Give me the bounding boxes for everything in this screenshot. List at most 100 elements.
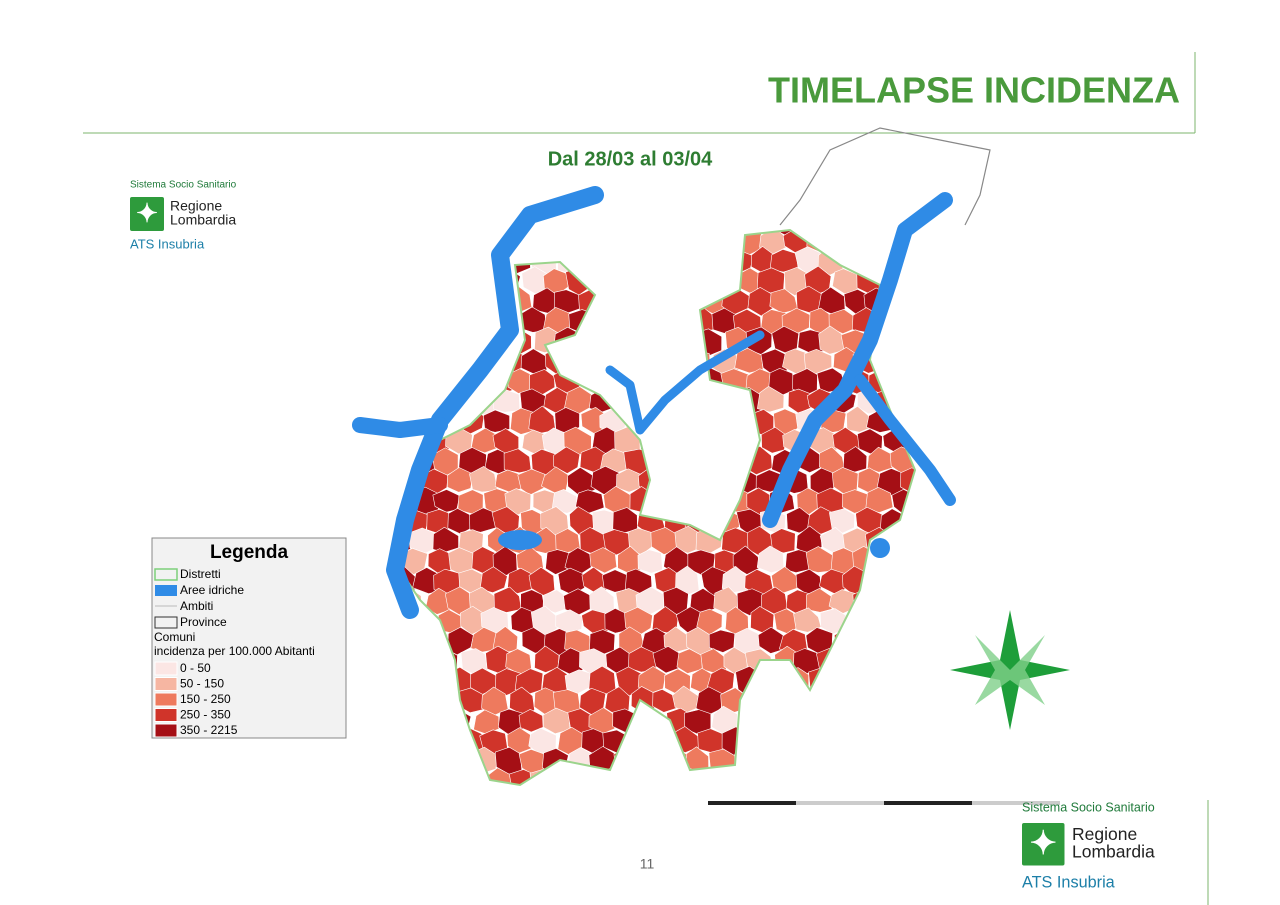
- legend-text: 0 - 50: [180, 661, 211, 675]
- municipality: [483, 409, 510, 433]
- municipality: [817, 686, 844, 715]
- municipality: [697, 768, 726, 785]
- municipality: [356, 467, 382, 493]
- municipality: [617, 346, 645, 377]
- municipality: [902, 386, 915, 415]
- logo-icon-mark: ✦: [136, 198, 158, 228]
- municipality: [902, 667, 915, 695]
- municipality: [577, 230, 606, 236]
- scale-bar: [708, 801, 1060, 805]
- municipality: [604, 328, 631, 356]
- municipality: [841, 768, 870, 785]
- municipality: [714, 387, 741, 416]
- municipality: [354, 347, 378, 376]
- municipality: [400, 629, 427, 654]
- municipality: [338, 250, 365, 273]
- municipality: [662, 427, 692, 456]
- municipality: [553, 767, 581, 785]
- municipality: [469, 466, 499, 493]
- municipality: [420, 746, 450, 776]
- municipality: [433, 329, 463, 353]
- municipality: [734, 746, 763, 774]
- municipality: [900, 708, 915, 735]
- municipality: [867, 606, 897, 633]
- municipality: [363, 769, 390, 793]
- municipality: [869, 230, 896, 235]
- logo-icon: [130, 197, 164, 231]
- municipality: [420, 669, 448, 694]
- municipality: [649, 447, 679, 473]
- municipality: [902, 589, 915, 616]
- municipality: [857, 626, 885, 655]
- municipality: [641, 266, 668, 294]
- municipality: [653, 766, 681, 785]
- municipality: [653, 326, 681, 355]
- municipality: [832, 749, 859, 776]
- municipality: [867, 569, 896, 594]
- municipality: [350, 388, 376, 415]
- municipality: [400, 746, 405, 776]
- municipality: [900, 349, 915, 376]
- municipality: [446, 267, 475, 293]
- municipality: [349, 587, 375, 615]
- municipality: [749, 726, 778, 754]
- municipality: [400, 726, 414, 755]
- municipality: [876, 587, 906, 615]
- legend-swatch: [154, 708, 178, 722]
- municipality: [855, 230, 881, 254]
- municipality: [577, 769, 605, 785]
- municipality: [641, 346, 669, 376]
- municipality: [422, 266, 451, 294]
- municipality: [373, 349, 399, 375]
- municipality: [460, 247, 489, 274]
- municipality: [400, 230, 413, 234]
- municipality: [892, 566, 915, 595]
- legend-title: Legenda: [210, 542, 289, 563]
- municipality: [638, 706, 664, 734]
- municipality: [680, 446, 705, 474]
- municipality: [400, 768, 416, 785]
- municipality: [400, 346, 427, 376]
- municipality: [328, 269, 356, 292]
- municipality: [899, 548, 915, 576]
- municipality: [805, 708, 834, 735]
- municipality: [758, 707, 788, 735]
- municipality: [601, 569, 630, 593]
- municipality: [567, 230, 595, 254]
- municipality: [518, 709, 544, 733]
- municipality: [733, 426, 759, 456]
- municipality: [350, 710, 378, 734]
- municipality: [431, 688, 461, 716]
- municipality: [400, 368, 412, 393]
- municipality: [348, 509, 374, 533]
- municipality: [757, 668, 785, 694]
- municipality: [353, 667, 381, 692]
- municipality: [433, 725, 461, 756]
- municipality: [695, 407, 723, 435]
- municipality: [351, 227, 376, 253]
- municipality: [421, 346, 449, 374]
- municipality: [713, 468, 741, 494]
- municipality: [878, 665, 907, 694]
- municipality: [612, 507, 638, 534]
- municipality: [723, 408, 751, 433]
- municipality: [673, 248, 703, 275]
- municipality: [867, 647, 895, 677]
- municipality: [917, 566, 942, 594]
- municipality: [328, 348, 354, 373]
- municipality: [793, 607, 822, 633]
- municipality: [400, 668, 402, 694]
- legend-swatch: [154, 723, 178, 738]
- municipality: [446, 346, 472, 375]
- municipality: [818, 230, 847, 234]
- municipality: [627, 245, 653, 276]
- municipality: [771, 687, 797, 717]
- municipality: [722, 768, 750, 785]
- municipality: [329, 309, 353, 336]
- municipality: [338, 286, 365, 313]
- municipality: [676, 326, 701, 356]
- municipality: [882, 629, 910, 654]
- municipality: [420, 230, 447, 256]
- municipality: [839, 687, 868, 713]
